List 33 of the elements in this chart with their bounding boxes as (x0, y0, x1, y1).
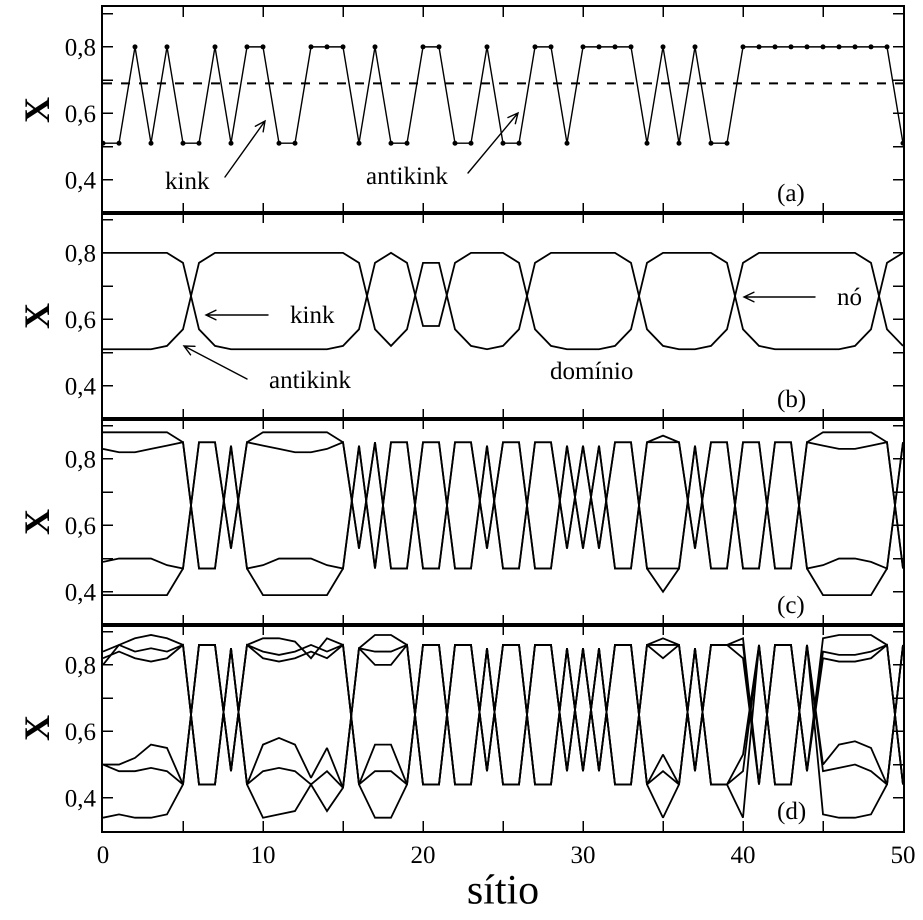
annotation: antikink (366, 163, 448, 190)
y-tick-label: 0,8 (64, 652, 96, 680)
y-tick-label: 0,8 (64, 34, 96, 62)
y-tick-label: 0,4 (64, 168, 96, 195)
y-axis-title: X (17, 715, 58, 741)
x-tick-label: 30 (570, 842, 596, 869)
y-axis-title: X (17, 509, 58, 535)
annotation: antikink (269, 367, 352, 394)
annotation: kink (165, 168, 210, 195)
annotation: domínio (550, 358, 634, 385)
annotation: nó (837, 284, 862, 311)
y-tick-label: 0,4 (64, 374, 96, 401)
annotation: (d) (777, 798, 806, 825)
y-axis-title: X (17, 97, 58, 123)
annotation: (c) (777, 592, 805, 619)
y-tick-label: 0,8 (64, 446, 96, 474)
y-tick-label: 0,4 (64, 580, 96, 607)
annotation: (a) (777, 180, 805, 207)
y-tick-label: 0,6 (64, 101, 96, 128)
y-tick-label: 0,6 (64, 307, 96, 334)
x-tick-label: 40 (730, 842, 756, 869)
annotation: kink (290, 302, 335, 329)
y-tick-label: 0,4 (64, 786, 96, 813)
x-tick-label: 20 (410, 842, 436, 869)
annotation: (b) (777, 386, 806, 413)
y-tick-label: 0,6 (64, 513, 96, 540)
x-tick-label: 10 (250, 842, 276, 869)
y-axis-title: X (17, 303, 58, 329)
y-tick-label: 0,8 (64, 240, 96, 268)
x-axis-title: sítio (466, 867, 540, 914)
y-tick-label: 0,6 (64, 719, 96, 746)
x-tick-label: 50 (890, 842, 916, 869)
x-tick-label: 0 (96, 842, 110, 869)
